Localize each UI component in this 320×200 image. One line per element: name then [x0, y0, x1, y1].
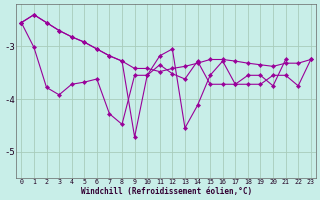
X-axis label: Windchill (Refroidissement éolien,°C): Windchill (Refroidissement éolien,°C): [81, 187, 252, 196]
